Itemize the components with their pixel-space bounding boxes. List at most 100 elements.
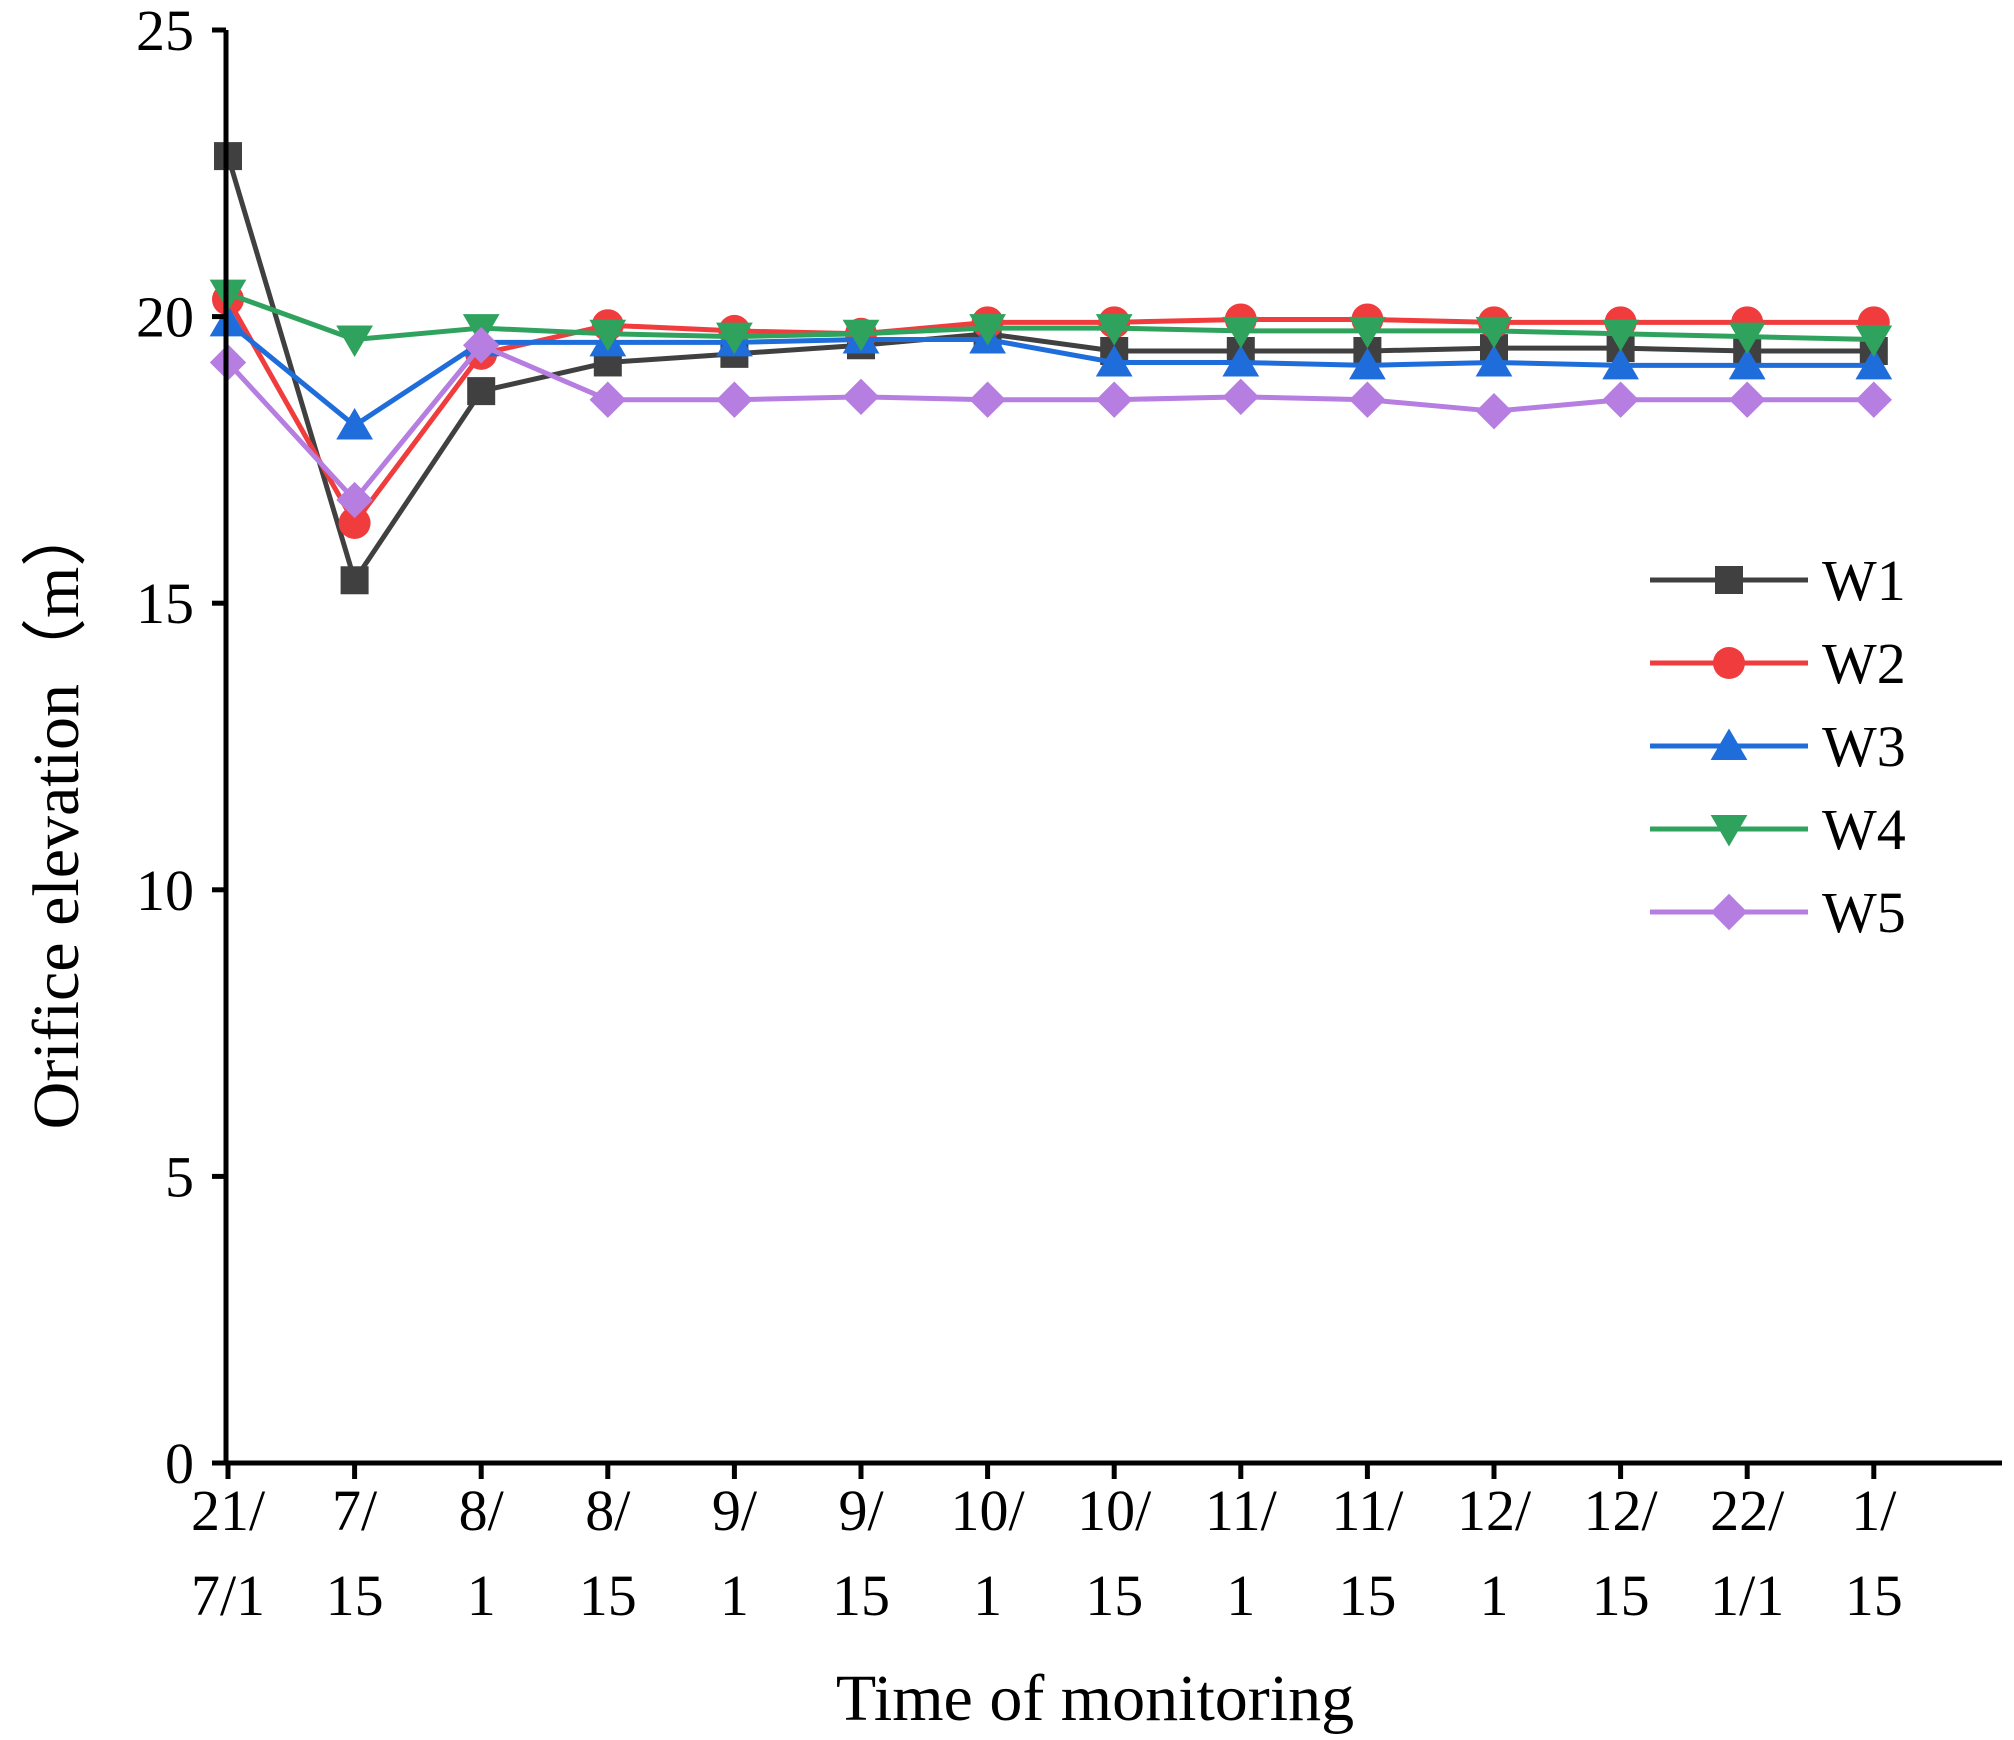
x-tick-label: 12/	[1584, 1478, 1659, 1543]
legend-marker	[1713, 647, 1745, 679]
data-point-w4	[1728, 322, 1766, 355]
data-point-w4	[969, 314, 1006, 346]
x-tick-label: 1	[973, 1563, 1002, 1628]
data-point-w3	[1602, 347, 1639, 380]
x-tick-label: 15	[832, 1563, 890, 1628]
series-layer	[209, 142, 1893, 595]
x-tick-label: 10/	[951, 1478, 1026, 1543]
legend-item-w5: W5	[1650, 880, 1906, 945]
legend-marker	[1710, 728, 1748, 760]
x-tick-label: 11/	[1205, 1478, 1278, 1543]
legend-marker	[1710, 815, 1748, 847]
series-line-w3	[226, 320, 1874, 429]
series-line-w2	[225, 298, 1874, 526]
legend-marker	[1715, 566, 1743, 594]
y-tick-label: 5	[165, 1144, 194, 1209]
data-point-w1	[340, 566, 369, 595]
series-line-w1	[225, 155, 1874, 583]
x-tick-label: 1/	[1851, 1478, 1897, 1543]
y-ticks: 0 5 10 15 20 25	[136, 0, 226, 1496]
data-point-w3	[1855, 347, 1893, 380]
legend-marker	[1710, 893, 1748, 931]
x-tick-label: 7/1	[191, 1563, 265, 1628]
data-point-w3	[1222, 344, 1260, 377]
data-point-w4	[716, 322, 753, 355]
x-axis-title: Time of monitoring	[836, 1662, 1354, 1735]
y-tick-label: 0	[165, 1431, 194, 1496]
legend-item-w1: W1	[1650, 548, 1906, 613]
data-point-w5	[1222, 378, 1259, 416]
y-tick-label: 20	[136, 285, 194, 350]
legend-item-w3: W3	[1650, 714, 1906, 779]
data-point-w4	[842, 319, 880, 352]
data-point-w4	[1349, 316, 1386, 349]
x-tick-label: 22/	[1710, 1478, 1785, 1543]
legend-label: W2	[1822, 631, 1906, 696]
x-tick-label: 11/	[1331, 1478, 1404, 1543]
x-tick-label: 15	[1845, 1563, 1903, 1628]
data-point-w5	[1475, 392, 1513, 430]
data-point-w5	[1096, 381, 1133, 418]
x-tick-label: 8/	[459, 1478, 505, 1543]
legend-item-w2: W2	[1650, 631, 1906, 696]
data-point-w5	[969, 381, 1006, 418]
y-tick-label: 10	[136, 858, 194, 923]
data-point-w5	[842, 378, 880, 416]
x-tick-label: 15	[1338, 1563, 1396, 1628]
x-tick-label: 9/	[712, 1478, 758, 1543]
data-point-w3	[1728, 347, 1766, 380]
data-point-w4	[336, 325, 373, 358]
y-tick-label: 15	[136, 571, 194, 636]
series-line-w5	[226, 342, 1874, 503]
x-tick-label: 8/	[585, 1478, 631, 1543]
data-point-w2	[338, 506, 371, 539]
data-point-w5	[589, 381, 626, 418]
x-tick-label: 7/	[332, 1478, 378, 1543]
x-tick-label: 15	[1592, 1563, 1650, 1628]
data-point-w5	[336, 481, 373, 519]
data-point-w4	[589, 319, 627, 352]
x-tick-label: 21/	[191, 1478, 266, 1543]
legend-label: W3	[1822, 714, 1906, 779]
data-point-w4	[1095, 314, 1133, 346]
data-point-w1	[467, 377, 496, 406]
data-point-w5	[463, 327, 500, 364]
legend-item-w4: W4	[1650, 797, 1906, 862]
x-tick-label: 1	[1226, 1563, 1255, 1628]
legend-label: W4	[1822, 797, 1906, 862]
data-point-w4	[1475, 316, 1513, 349]
x-tick-label: 12/	[1457, 1478, 1532, 1543]
x-tick-label: 1	[1480, 1563, 1509, 1628]
data-point-w3	[336, 408, 373, 440]
x-tick-label: 15	[579, 1563, 637, 1628]
x-tick-label: 10/	[1077, 1478, 1152, 1543]
data-point-w3	[1095, 344, 1133, 377]
data-point-w5	[716, 381, 753, 418]
series-w5	[209, 327, 1892, 519]
x-tick-label: 15	[326, 1563, 384, 1628]
x-tick-label: 9/	[838, 1478, 884, 1543]
series-w4	[209, 279, 1893, 358]
data-point-w5	[1602, 381, 1639, 418]
data-point-w3	[1475, 344, 1513, 377]
legend-label: W5	[1822, 880, 1906, 945]
legend-label: W1	[1822, 548, 1906, 613]
data-point-w4	[1602, 319, 1639, 352]
data-point-w5	[1729, 381, 1766, 418]
series-line-w4	[227, 291, 1874, 343]
data-point-w3	[1349, 347, 1386, 380]
data-point-w5	[1349, 381, 1386, 418]
data-point-w5	[1855, 381, 1892, 418]
x-tick-label: 15	[1085, 1563, 1143, 1628]
y-axis-title: Orifice elevation（m）	[20, 501, 93, 1130]
y-tick-label: 25	[136, 0, 194, 63]
x-tick-label: 1/1	[1710, 1563, 1784, 1628]
series-w2	[212, 283, 1890, 539]
x-tick-label: 1	[720, 1563, 749, 1628]
x-tick-label: 1	[467, 1563, 496, 1628]
x-ticks: 21/7/17/158/18/159/19/1510/110/1511/111/…	[191, 1463, 1903, 1628]
data-point-w4	[1855, 325, 1893, 358]
data-point-w4	[1222, 316, 1260, 349]
legend: W1 W2 W3 W4 W5	[1650, 548, 1906, 945]
